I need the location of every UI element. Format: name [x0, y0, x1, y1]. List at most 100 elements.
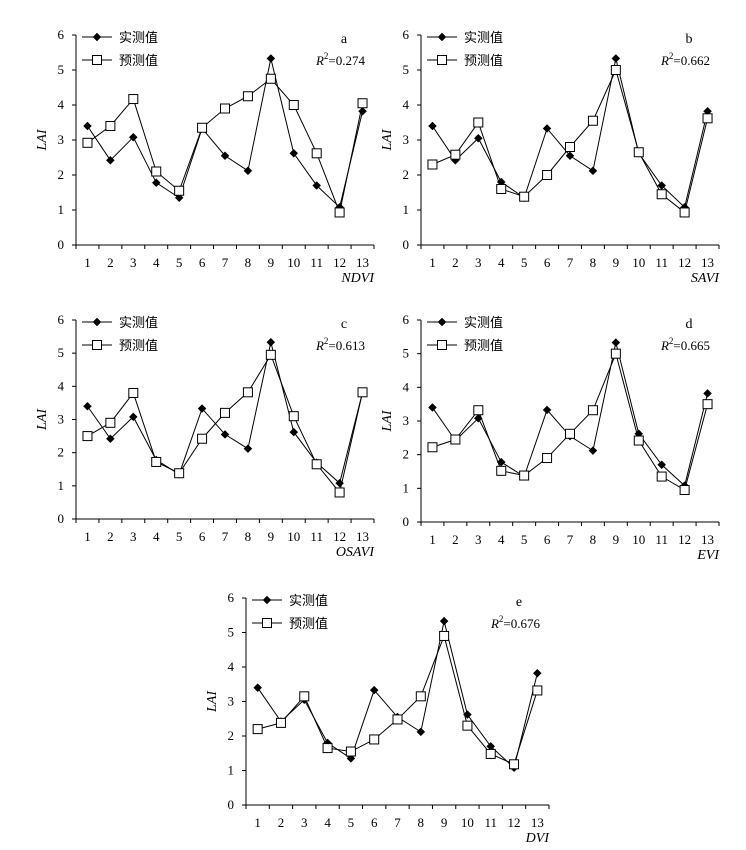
x-tick-label: 12 — [333, 529, 346, 544]
data-point-measured — [83, 401, 92, 411]
data-point-predicted — [299, 691, 310, 702]
data-point-predicted — [151, 456, 162, 467]
data-point-predicted — [439, 630, 450, 641]
series-line-measured — [432, 58, 709, 209]
y-tick-label: 0 — [58, 237, 65, 252]
y-tick-label: 0 — [58, 511, 65, 526]
y-tick-label: 2 — [58, 445, 65, 460]
data-point-predicted — [565, 428, 575, 439]
data-point-predicted — [532, 685, 543, 696]
panel-letter: e — [516, 595, 522, 610]
data-point-predicted — [496, 184, 507, 194]
y-tick-label: 5 — [228, 625, 235, 640]
data-point-predicted — [275, 717, 286, 728]
legend-marker-predicted — [92, 340, 102, 350]
legend-marker-predicted — [437, 340, 447, 350]
data-point-predicted — [610, 348, 621, 359]
x-tick-label: 9 — [268, 255, 275, 270]
data-point-predicted — [542, 453, 553, 464]
data-point-predicted — [128, 387, 139, 398]
data-point-predicted — [174, 468, 185, 479]
data-point-measured — [611, 54, 621, 63]
y-tick-label: 5 — [58, 345, 65, 360]
data-point-predicted — [220, 407, 230, 418]
data-point-measured — [369, 685, 379, 695]
x-tick-label: 10 — [632, 255, 645, 270]
y-tick-label: 6 — [403, 312, 410, 327]
data-point-predicted — [265, 73, 276, 84]
legend-label-measured: 实测值 — [119, 30, 158, 46]
panel-letter: a — [341, 32, 348, 47]
r-squared-value: 0.613 — [336, 338, 365, 353]
x-axis-label: NDVI — [340, 271, 375, 286]
panel-letter: d — [686, 317, 693, 332]
x-tick-label: 8 — [245, 255, 252, 270]
x-tick-label: 5 — [521, 532, 528, 547]
y-tick-label: 0 — [228, 797, 235, 812]
y-tick-label: 2 — [228, 728, 235, 743]
y-tick-label: 1 — [403, 202, 410, 217]
data-point-predicted — [311, 148, 322, 159]
r-squared-value: 0.662 — [681, 53, 710, 68]
x-tick-label: 11 — [655, 532, 668, 547]
y-tick-label: 1 — [58, 478, 65, 493]
data-point-predicted — [496, 465, 507, 476]
x-axis-label: EVI — [696, 548, 720, 563]
data-point-predicted — [369, 734, 380, 745]
x-tick-label: 10 — [287, 255, 300, 270]
y-tick-label: 3 — [58, 412, 65, 427]
data-point-predicted — [565, 142, 575, 152]
y-tick-label: 4 — [58, 378, 65, 393]
y-tick-label: 2 — [403, 447, 410, 462]
x-tick-label: 3 — [301, 815, 308, 830]
y-tick-label: 6 — [58, 312, 65, 327]
x-tick-label: 9 — [441, 815, 448, 830]
x-tick-label: 6 — [544, 532, 551, 547]
data-point-predicted — [392, 714, 403, 725]
y-tick-label: 6 — [228, 590, 235, 605]
x-tick-label: 6 — [544, 255, 551, 270]
data-point-predicted — [679, 207, 690, 218]
x-tick-label: 13 — [701, 255, 714, 270]
data-point-measured — [106, 155, 115, 165]
data-point-predicted — [519, 191, 530, 202]
y-tick-label: 1 — [58, 202, 65, 217]
data-point-predicted — [105, 417, 116, 428]
data-point-predicted — [220, 103, 230, 114]
x-axis-label: OSAVI — [336, 545, 376, 560]
y-tick-label: 2 — [403, 167, 410, 182]
x-tick-label: 7 — [222, 255, 229, 270]
x-tick-label: 2 — [107, 255, 114, 270]
data-point-predicted — [357, 387, 368, 398]
y-tick-label: 3 — [403, 132, 410, 147]
y-axis-label: LAI — [205, 690, 220, 713]
data-point-predicted — [656, 189, 667, 200]
data-point-measured — [220, 151, 230, 161]
y-tick-label: 3 — [228, 694, 235, 709]
x-tick-label: 2 — [278, 815, 285, 830]
data-point-predicted — [450, 149, 461, 160]
data-point-predicted — [473, 117, 484, 128]
data-point-predicted — [415, 691, 426, 702]
data-point-predicted — [656, 471, 667, 482]
y-tick-label: 4 — [403, 379, 410, 394]
x-tick-label: 1 — [429, 255, 436, 270]
data-point-measured — [128, 412, 138, 422]
data-point-measured — [542, 405, 552, 415]
series-line-predicted — [87, 353, 364, 494]
y-axis-label: LAI — [35, 128, 50, 151]
x-tick-label: 5 — [176, 255, 183, 270]
legend-label-predicted: 预测值 — [119, 338, 158, 354]
data-point-predicted — [702, 399, 713, 410]
x-tick-label: 7 — [567, 255, 574, 270]
legend-marker-predicted — [92, 55, 102, 65]
data-point-predicted — [242, 387, 253, 398]
x-tick-label: 11 — [310, 255, 323, 270]
data-point-predicted — [633, 147, 644, 158]
x-tick-label: 7 — [567, 532, 574, 547]
data-point-measured — [588, 166, 598, 176]
data-point-measured — [416, 727, 426, 737]
x-tick-label: 10 — [287, 529, 300, 544]
x-tick-label: 7 — [394, 815, 401, 830]
